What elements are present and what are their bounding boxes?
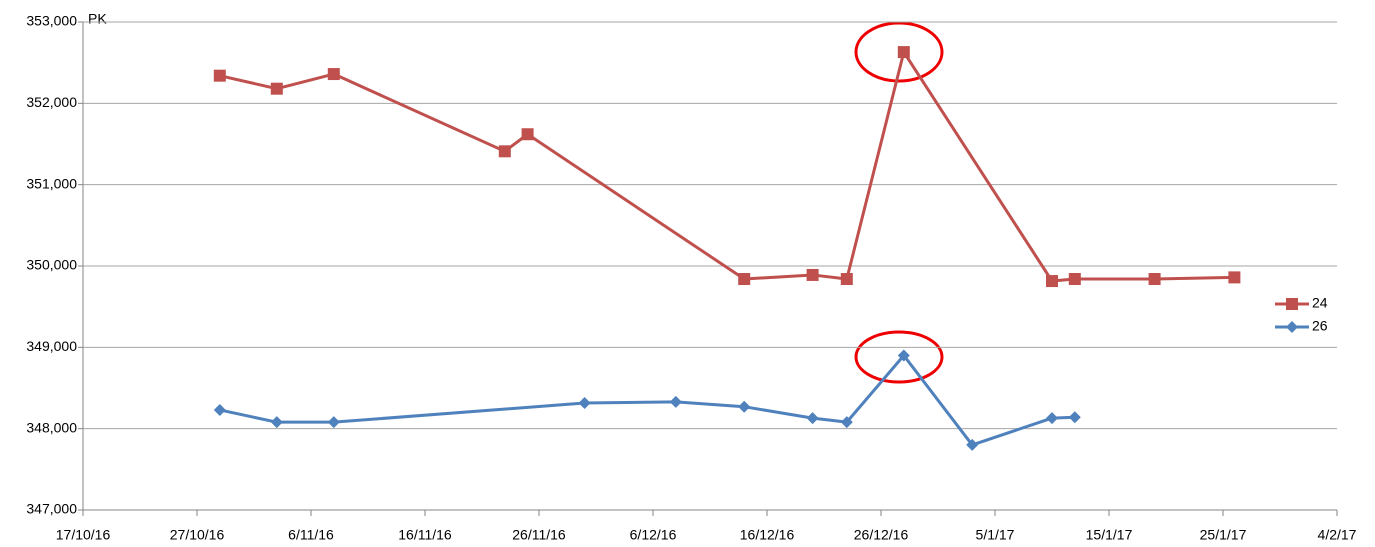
x-tick-label: 26/11/16 <box>512 527 566 543</box>
y-tick-label: 350,000 <box>26 257 77 273</box>
point <box>327 416 340 429</box>
y-tick-label: 351,000 <box>26 175 77 191</box>
point <box>498 145 511 158</box>
x-tick-label: 6/12/16 <box>630 527 677 543</box>
x-tick-label: 16/11/16 <box>398 527 452 543</box>
point <box>840 416 853 429</box>
point <box>213 69 226 82</box>
point <box>806 412 819 425</box>
point <box>1068 411 1081 424</box>
point <box>1068 273 1081 286</box>
point <box>840 273 853 286</box>
point <box>270 82 283 95</box>
x-tick-label: 26/12/16 <box>854 527 909 543</box>
point <box>897 349 910 362</box>
x-tick-label: 6/11/16 <box>288 527 334 543</box>
y-axis-label: PK <box>88 11 107 27</box>
point <box>897 46 910 59</box>
x-tick-label: 25/1/17 <box>1200 527 1247 543</box>
point <box>966 438 979 451</box>
point <box>738 400 751 413</box>
y-tick-label: 349,000 <box>26 338 77 354</box>
point <box>1148 273 1161 286</box>
series-line <box>219 353 1075 447</box>
series-line <box>219 50 1235 283</box>
x-tick-label: 15/1/17 <box>1086 527 1133 543</box>
x-tick-label: 5/1/17 <box>976 527 1015 543</box>
highlight-circle <box>854 330 944 384</box>
highlight-circle <box>854 21 944 83</box>
point <box>213 403 226 416</box>
legend-marker <box>1286 321 1298 333</box>
point <box>578 397 591 410</box>
y-tick-label: 352,000 <box>26 94 77 110</box>
y-tick-label: 353,000 <box>26 13 77 29</box>
legend-marker <box>1286 298 1298 310</box>
x-tick-label: 17/10/16 <box>56 527 111 543</box>
x-tick-label: 16/12/16 <box>740 527 795 543</box>
x-tick-label: 27/10/16 <box>170 527 225 543</box>
point <box>1046 275 1058 288</box>
x-tick-label: 4/2/17 <box>1318 527 1357 543</box>
point <box>669 395 682 408</box>
point <box>521 128 534 141</box>
y-tick-label: 348,000 <box>26 419 77 435</box>
point <box>1046 412 1058 425</box>
point <box>806 268 819 281</box>
legend-label: 24 <box>1312 295 1328 311</box>
legend-label: 26 <box>1312 318 1328 334</box>
point <box>1228 271 1241 284</box>
y-tick-label: 347,000 <box>26 501 77 517</box>
point <box>327 68 340 81</box>
point <box>738 273 751 286</box>
point <box>270 416 283 429</box>
